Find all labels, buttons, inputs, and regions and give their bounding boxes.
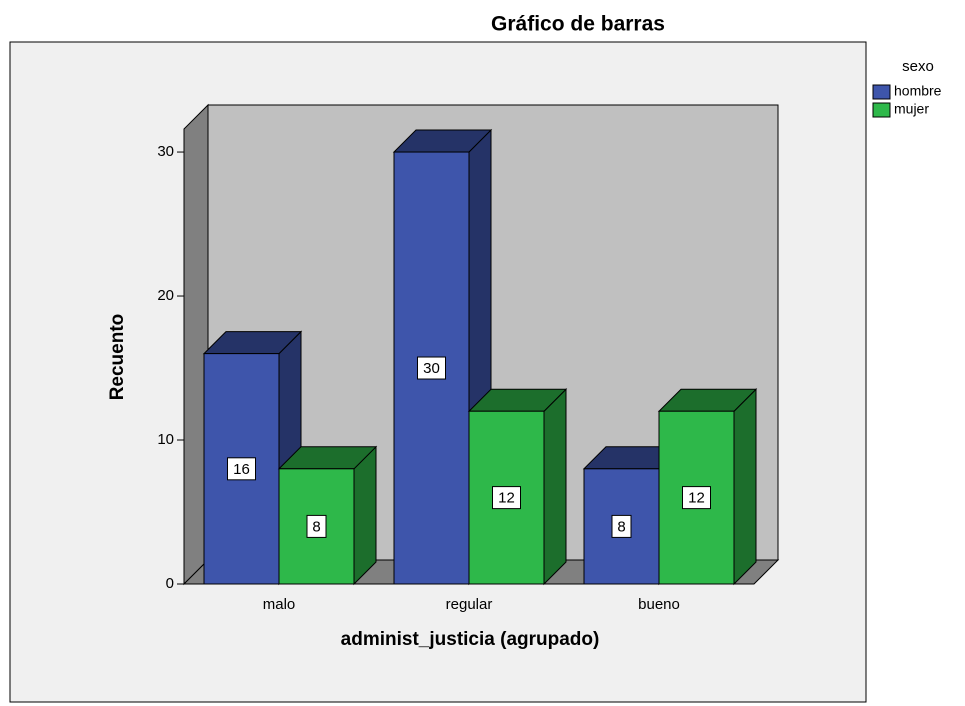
value-label-box bbox=[417, 356, 446, 380]
x-tick-label: malo bbox=[263, 596, 296, 613]
legend-swatch bbox=[872, 102, 891, 118]
x-tick-label: bueno bbox=[638, 596, 680, 613]
y-tick-label: 10 bbox=[157, 431, 174, 448]
chart-title: Gráfico de barras bbox=[491, 13, 665, 36]
y-axis-label: Recuento bbox=[107, 314, 128, 401]
value-label: 30 bbox=[423, 360, 440, 377]
x-axis-label: administ_justicia (agrupado) bbox=[341, 629, 600, 650]
value-label-box bbox=[306, 514, 327, 538]
value-label: 12 bbox=[498, 490, 515, 507]
legend-title: sexo bbox=[902, 58, 934, 75]
bar-side bbox=[733, 388, 757, 586]
value-label: 16 bbox=[233, 461, 250, 478]
legend-label: hombre bbox=[894, 83, 942, 99]
value-label-box bbox=[682, 486, 711, 510]
value-label: 8 bbox=[312, 518, 320, 535]
value-label-box bbox=[611, 514, 632, 538]
y-tick-label: 30 bbox=[157, 143, 174, 160]
value-label-box bbox=[227, 457, 256, 481]
value-label-box bbox=[492, 486, 521, 510]
x-tick-label: regular bbox=[446, 596, 493, 613]
bar-side bbox=[353, 445, 377, 586]
value-label: 8 bbox=[617, 518, 625, 535]
bar-side bbox=[543, 388, 567, 586]
y-tick-label: 0 bbox=[166, 575, 174, 592]
legend-swatch bbox=[872, 84, 891, 100]
value-label: 12 bbox=[688, 490, 705, 507]
legend-label: mujer bbox=[894, 101, 929, 117]
y-tick-label: 20 bbox=[157, 287, 174, 304]
